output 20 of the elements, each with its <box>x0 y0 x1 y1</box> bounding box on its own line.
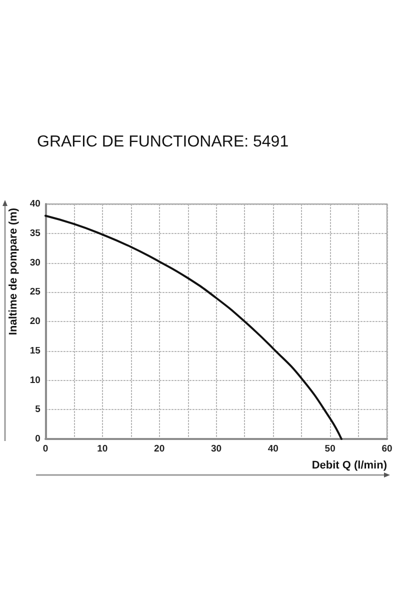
y-tick-label: 10 <box>30 374 40 386</box>
y-tick-label: 0 <box>35 434 40 444</box>
x-tick-label: 10 <box>97 444 108 454</box>
y-tick-label: 40 <box>30 198 40 210</box>
y-tick-label: 5 <box>35 404 42 416</box>
x-tick-label: 0 <box>42 444 48 454</box>
y-tick-label: 35 <box>30 228 42 239</box>
x-tick-label: 30 <box>210 444 222 454</box>
x-axis-title: Debit Q (l/min) <box>312 460 388 472</box>
x-tick-label: 60 <box>382 444 392 454</box>
y-axis-title: Inaltime de pompare (m) <box>8 208 20 336</box>
x-tick-label: 50 <box>324 444 336 454</box>
y-tick-label: 20 <box>30 316 40 327</box>
y-tick-label: 30 <box>30 257 40 268</box>
chart-title: GRAFIC DE FUNCTIONARE: 5491 <box>37 134 289 150</box>
line-series <box>44 214 342 440</box>
y-tick-label: 25 <box>30 286 42 298</box>
x-tick-label: 40 <box>268 444 278 454</box>
x-tick-label: 20 <box>154 444 165 454</box>
y-tick-label: 15 <box>30 345 42 356</box>
